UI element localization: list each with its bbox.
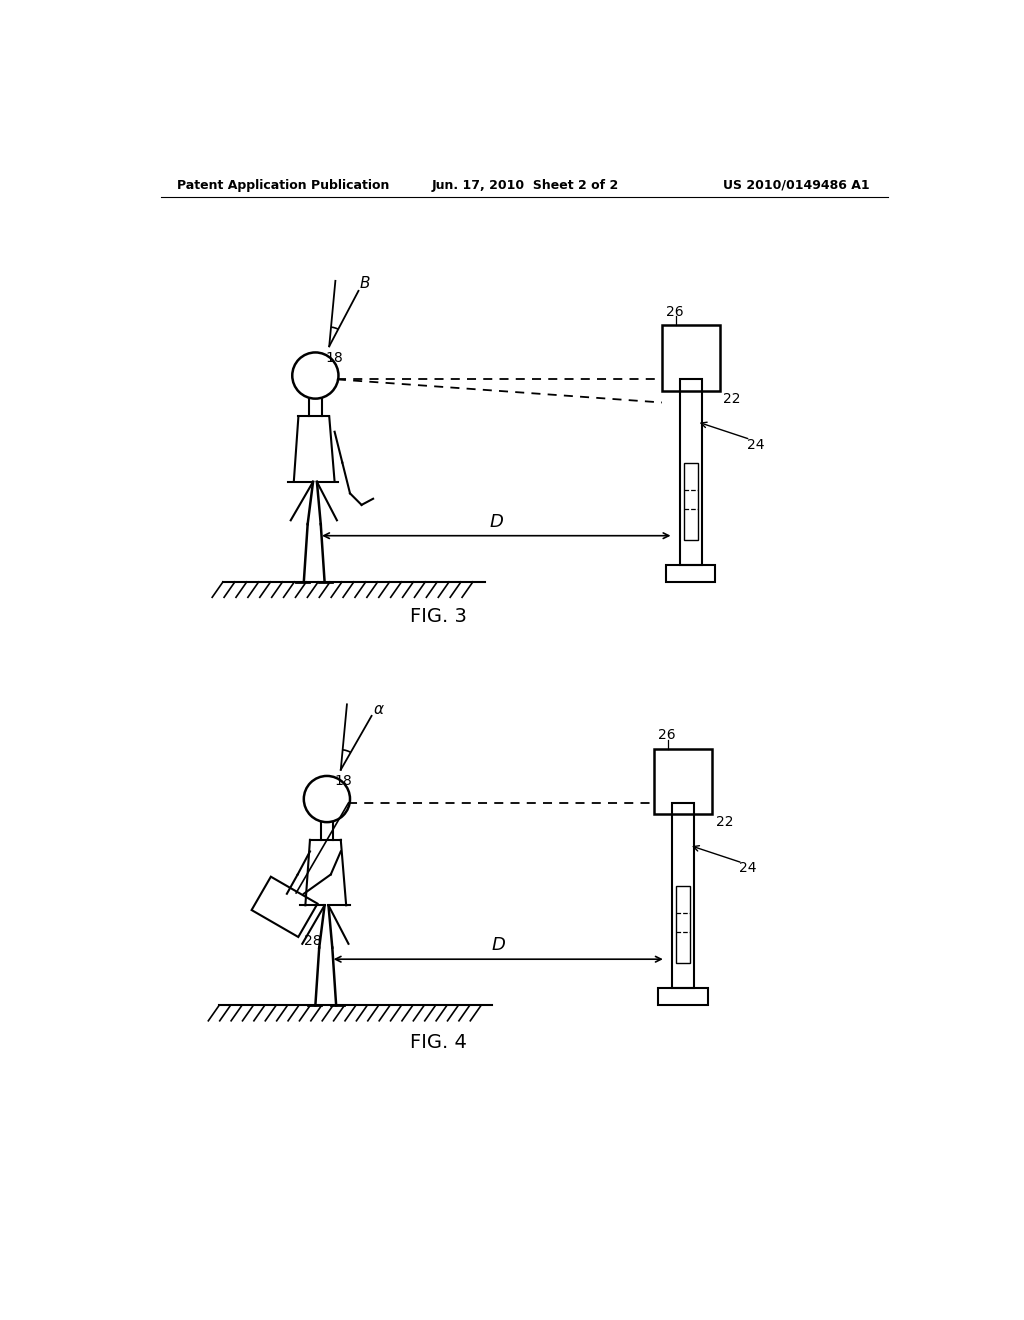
- Text: Jun. 17, 2010  Sheet 2 of 2: Jun. 17, 2010 Sheet 2 of 2: [431, 178, 618, 191]
- Bar: [666, 565, 716, 582]
- Text: D: D: [492, 936, 505, 954]
- Text: 18: 18: [326, 351, 343, 364]
- Bar: [684, 462, 697, 540]
- Bar: [662, 326, 720, 391]
- Text: 26: 26: [658, 729, 676, 742]
- Bar: [676, 886, 690, 964]
- Text: B: B: [360, 276, 371, 290]
- Text: 22: 22: [724, 392, 741, 405]
- Text: Patent Application Publication: Patent Application Publication: [177, 178, 389, 191]
- Text: 28: 28: [304, 935, 322, 949]
- Bar: [658, 989, 708, 1006]
- Text: 24: 24: [739, 862, 757, 875]
- Text: 26: 26: [666, 305, 683, 318]
- Text: α: α: [373, 702, 383, 717]
- Text: 22: 22: [716, 816, 733, 829]
- Text: 18: 18: [335, 775, 352, 788]
- Text: 24: 24: [746, 438, 764, 451]
- Text: US 2010/0149486 A1: US 2010/0149486 A1: [723, 178, 869, 191]
- Text: FIG. 3: FIG. 3: [411, 607, 467, 626]
- Bar: [654, 748, 712, 814]
- Bar: [252, 876, 317, 937]
- Text: D: D: [489, 513, 503, 531]
- Bar: [680, 379, 701, 565]
- Bar: [672, 803, 694, 989]
- Text: FIG. 4: FIG. 4: [411, 1032, 467, 1052]
